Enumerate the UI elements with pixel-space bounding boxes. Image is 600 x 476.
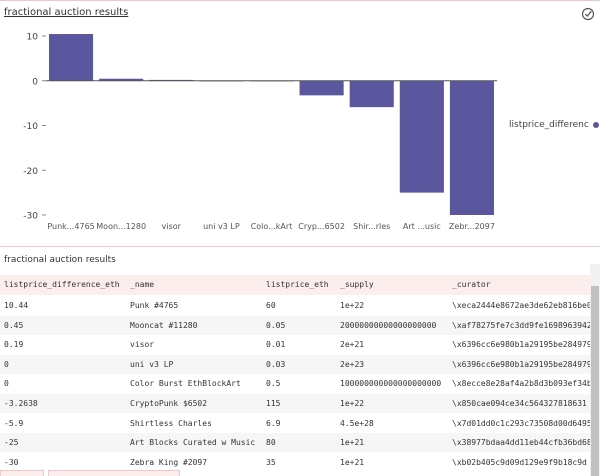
table-cell: Mooncat #11280: [130, 320, 198, 330]
table-cell: 1e+21: [340, 438, 365, 448]
vertical-scrollbar[interactable]: [590, 264, 600, 476]
y-tick-label: -20: [23, 167, 38, 177]
table-row[interactable]: 0.19 visor 0.01 2e+21 \x6396cc6e980b1a29195b…: [0, 335, 590, 354]
x-tick-label: visor: [162, 222, 182, 231]
table-cell: 115: [266, 399, 281, 408]
card-title[interactable]: fractional auction results: [4, 7, 129, 18]
table-cell: 80: [266, 438, 276, 448]
bar: [449, 80, 494, 215]
table-cell: 6.9: [266, 418, 281, 428]
x-tick-label: Zebr...2097: [449, 222, 495, 231]
table-row[interactable]: -3.2638 CryptoPunk $6502 115 1e+22 \x850cae0…: [0, 394, 590, 413]
bar: [49, 34, 94, 81]
table-cell: Zebra King #2097: [130, 457, 208, 467]
results-table: fractional auction results listprice_dif…: [0, 248, 600, 476]
legend-label: listprice_differenc: [509, 120, 589, 130]
table-cell: Shirtless Charles: [130, 418, 212, 428]
table-cell: 0: [4, 359, 9, 369]
table-cell: 2e+21: [340, 340, 365, 350]
table-cell: 2e+23: [340, 359, 365, 369]
column-header[interactable]: listprice_difference_eth: [4, 280, 120, 289]
table-cell: \x8ecce8e28af4a2b8d3b093ef34b: [452, 379, 590, 389]
table-cell: 0: [4, 379, 9, 389]
table-cell: 1e+21: [340, 457, 365, 467]
table-cell: -25: [4, 438, 19, 448]
table-row[interactable]: 10.44 Punk #4765 60 1e+22 \xeca2444e8672ae3d…: [0, 296, 590, 315]
bar-chart: 10 0 -10 -20 -30 Punk...4765 Moon...1280 visor u…: [23, 33, 497, 231]
table-cell: -30: [4, 457, 19, 467]
table-cell: 60: [266, 301, 276, 310]
table-row[interactable]: 0.45 Mooncat #11280 0.05 200000000000000000…: [0, 315, 590, 335]
chart-legend: listprice_differenc: [509, 120, 599, 130]
bottom-tab[interactable]: [48, 470, 180, 476]
table-cell: Art Blocks Curated w Music: [130, 438, 256, 448]
y-tick-label: 10: [27, 33, 39, 43]
bar: [99, 78, 144, 81]
y-tick-label: -10: [23, 122, 38, 132]
header-row: listprice_difference_eth _name listprice…: [0, 275, 590, 294]
column-header[interactable]: _name: [130, 280, 155, 289]
x-tick-label: Moon...1280: [96, 222, 146, 231]
x-tick-label: Punk...4765: [47, 222, 94, 231]
table-cell: 0.03: [266, 359, 286, 369]
y-tick-label: 0: [32, 77, 38, 87]
table-cell: \x850cae094ce34c564327818631 2: [452, 399, 590, 408]
bottom-tab[interactable]: [0, 470, 44, 476]
table-cell: 0.01: [266, 340, 286, 350]
x-tick-label: Colo...kArt: [251, 222, 293, 231]
table-cell: \x6396cc6e980b1a29195be284979: [452, 340, 590, 350]
column-header[interactable]: _curator: [452, 280, 491, 289]
table-cell: CryptoPunk $6502: [130, 399, 208, 408]
chart-card: fractional auction results 10 0 -10 -20 -30 P…: [0, 0, 600, 247]
table-cell: \xeca2444e8672ae3de62eb816be0: [452, 301, 590, 310]
y-tick-label: -30: [23, 212, 38, 222]
table-row[interactable]: 0 Color Burst EthBlockArt 0.5 1000000000000…: [0, 374, 590, 393]
column-header[interactable]: _supply: [340, 280, 374, 289]
table-cell: \x6396cc6e980b1a29195be284979: [452, 359, 590, 369]
table-cell: 0.5: [266, 379, 281, 389]
check-circle-icon[interactable]: [581, 7, 595, 21]
table-cell: 0.45: [4, 320, 24, 330]
table-cell: \xaf78275fe7c3dd9fe1698963942: [452, 320, 590, 330]
table-cell: 100000000000000000000: [340, 379, 442, 389]
bar: [349, 80, 394, 108]
bar: [399, 80, 444, 193]
table-cell: uni v3 LP: [130, 359, 174, 369]
table-cell: \xb02b405c9d09d129e9f9b18c9d: [452, 457, 587, 467]
table-cell: 1e+22: [340, 399, 365, 408]
table-cell: \x7d01dd0c1c293c73508d00d6495: [452, 418, 590, 428]
table-cell: 35: [266, 457, 276, 467]
table-cell: -5.9: [4, 418, 24, 428]
table-cell: -3.2638: [4, 399, 38, 408]
table-row[interactable]: 0 uni v3 LP 0.03 2e+23 \x6396cc6e980b1a29195…: [0, 354, 590, 374]
legend-swatch: [592, 122, 599, 128]
table-cell: 10.44: [4, 301, 29, 310]
table-row[interactable]: -25 Art Blocks Curated w Music 80 1e+21 \x38…: [0, 433, 590, 453]
table-cell: Punk #4765: [130, 301, 179, 310]
x-tick-label: uni v3 LP: [203, 222, 240, 231]
table-caption: fractional auction results: [4, 255, 116, 264]
x-tick-label: Art ...usic: [403, 222, 441, 231]
table-cell: \x38977bdaa4dd11eb44cfb36bd68: [452, 438, 590, 448]
table-cell: 20000000000000000000: [340, 320, 437, 330]
bottom-tabs: [0, 470, 600, 476]
table-cell: 0.19: [4, 340, 24, 350]
table-cell: 1e+22: [340, 301, 365, 310]
bar: [299, 80, 344, 96]
table-row[interactable]: -30 Zebra King #2097 35 1e+21 \xb02b405c9d09…: [0, 453, 590, 472]
x-tick-label: Shir...rles: [353, 222, 390, 231]
table-cell: Color Burst EthBlockArt: [130, 379, 241, 389]
table-row[interactable]: -5.9 Shirtless Charles 6.9 4.5e+28 \x7d01dd0…: [0, 414, 590, 433]
x-tick-label: Cryp...6502: [298, 222, 345, 231]
table-cell: 0.05: [266, 320, 286, 330]
scrollbar-thumb[interactable]: [591, 286, 599, 476]
table-cell: 4.5e+28: [340, 418, 374, 428]
table-header: listprice_difference_eth _name listprice…: [0, 275, 590, 295]
column-header[interactable]: listprice_eth: [266, 280, 329, 289]
table-cell: visor: [130, 340, 155, 350]
